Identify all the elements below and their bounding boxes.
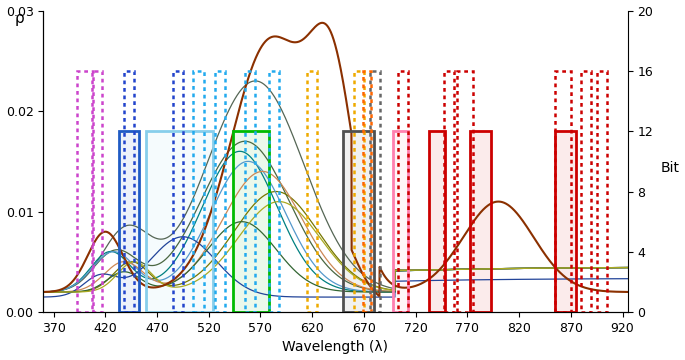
- Bar: [471, 131, 491, 312]
- Bar: [146, 131, 213, 312]
- Bar: [398, 71, 408, 312]
- X-axis label: Wavelength (λ): Wavelength (λ): [282, 341, 388, 355]
- Bar: [119, 131, 140, 312]
- Bar: [393, 131, 408, 312]
- Bar: [429, 131, 445, 312]
- Bar: [370, 71, 380, 312]
- Bar: [92, 71, 102, 312]
- Bar: [269, 71, 279, 312]
- Bar: [556, 131, 576, 312]
- Bar: [597, 71, 607, 312]
- Bar: [457, 71, 473, 312]
- Bar: [363, 71, 371, 312]
- Bar: [215, 71, 225, 312]
- Bar: [245, 71, 256, 312]
- Y-axis label: ρ: ρ: [15, 11, 25, 26]
- Bar: [429, 131, 445, 312]
- Bar: [556, 71, 571, 312]
- Bar: [307, 71, 317, 312]
- Bar: [471, 131, 491, 312]
- Bar: [119, 131, 140, 312]
- Bar: [343, 131, 374, 312]
- Bar: [233, 131, 269, 312]
- Bar: [343, 131, 374, 312]
- Bar: [233, 131, 269, 312]
- Bar: [444, 71, 454, 312]
- Bar: [146, 131, 213, 312]
- Bar: [581, 71, 591, 312]
- Bar: [193, 71, 203, 312]
- Y-axis label: Bit: Bit: [660, 161, 680, 175]
- Bar: [173, 71, 183, 312]
- Bar: [556, 131, 576, 312]
- Bar: [77, 71, 93, 312]
- Bar: [353, 71, 364, 312]
- Bar: [393, 131, 408, 312]
- Bar: [124, 71, 134, 312]
